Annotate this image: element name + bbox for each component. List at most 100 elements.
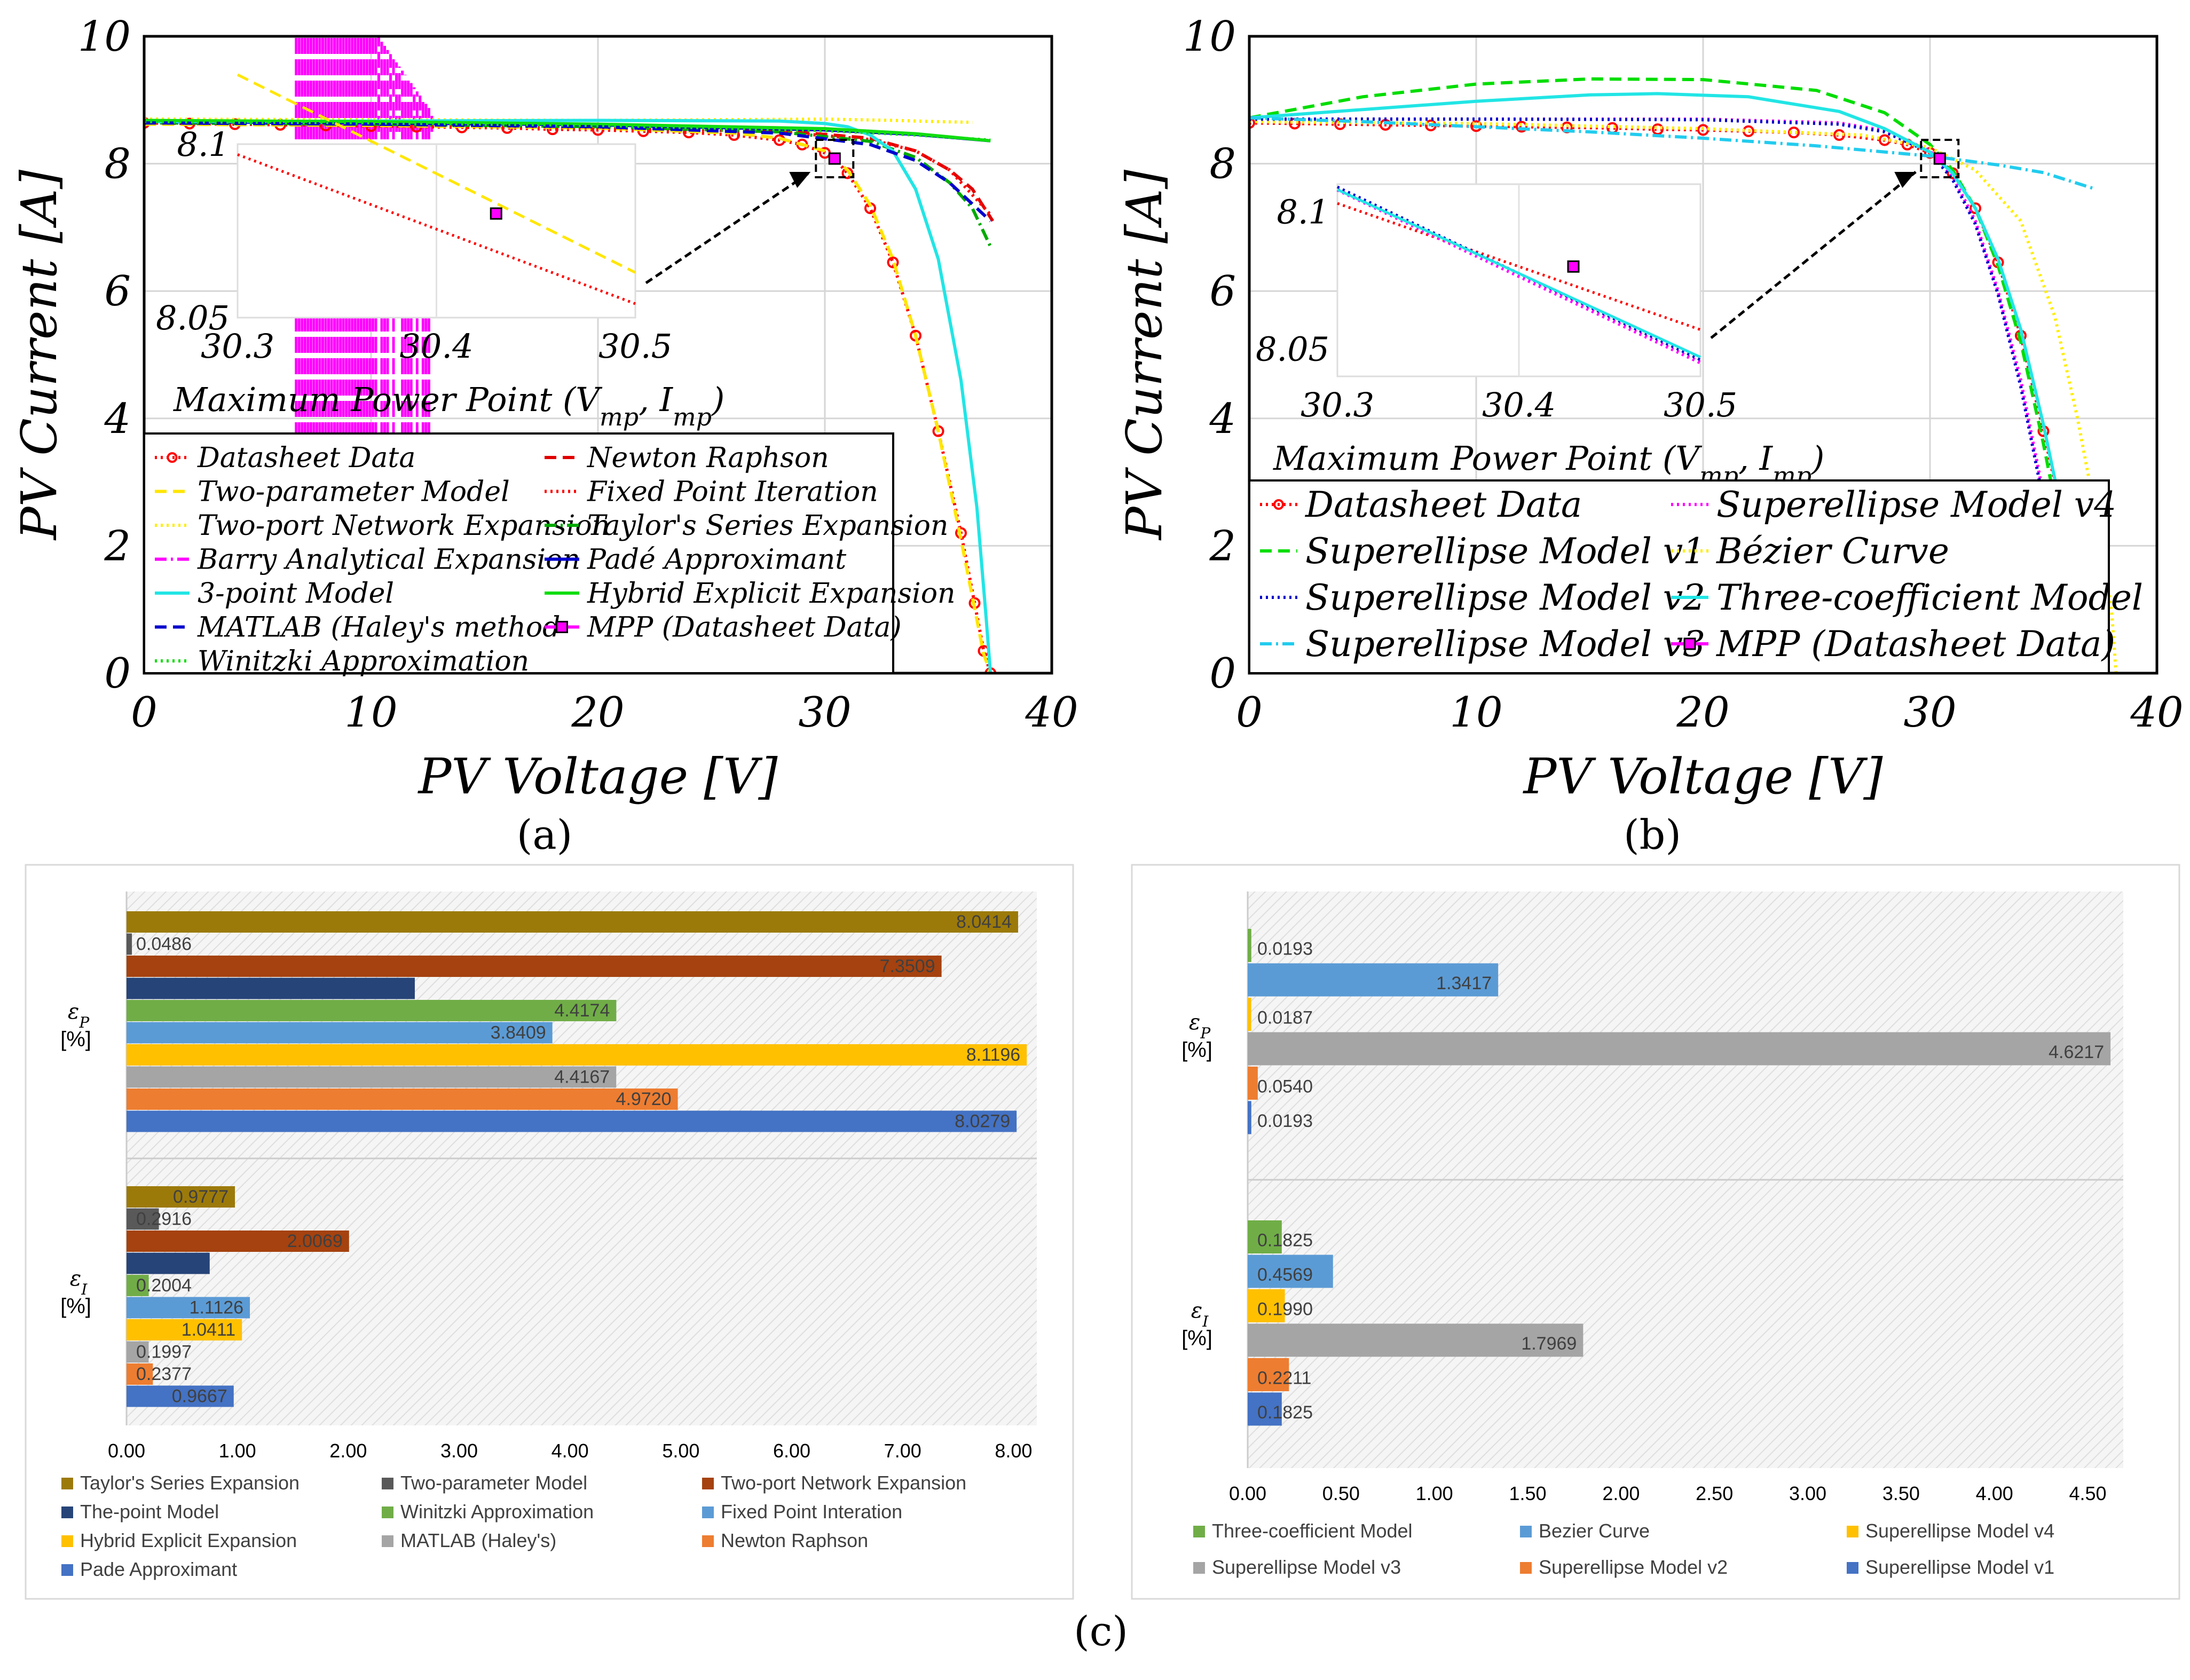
- legend-marker: [1684, 638, 1695, 649]
- y-tick-label: 6: [1209, 267, 1236, 316]
- data-label: 0.2377: [136, 1364, 192, 1384]
- x-tick-label: 10: [1450, 689, 1502, 737]
- group-label-unit: [%]: [1181, 1038, 1212, 1062]
- legend-entry: Fixed Point Iteration: [587, 476, 878, 508]
- data-label: 0.2211: [1257, 1368, 1311, 1388]
- legend-entry: Datasheet Data: [1305, 484, 1582, 525]
- data-label: 0.4569: [1257, 1265, 1313, 1285]
- x-axis-label: PV Voltage [V]: [1522, 748, 1882, 805]
- legend-swatch: [1193, 1526, 1205, 1537]
- bar: [127, 978, 415, 999]
- data-label: 0.9667: [172, 1386, 227, 1407]
- legend-entry: MPP (Datasheet Data): [1716, 624, 2115, 665]
- y-tick-label: 6: [104, 267, 131, 316]
- bar: [127, 956, 942, 977]
- group-symbol: ε: [70, 1266, 81, 1291]
- bar: [127, 1089, 678, 1110]
- y-tick-label: 10: [78, 13, 131, 61]
- legend-entry: Taylor's Series Expansion: [80, 1472, 300, 1494]
- inset-y-tick: 8.05: [1256, 330, 1329, 369]
- legend-entry: Two-port Network Expansion: [721, 1472, 966, 1494]
- x-tick-label: 0: [131, 689, 157, 737]
- bar: [1248, 1067, 1258, 1100]
- inset-mpp-marker: [491, 208, 501, 219]
- x-tick-label: 8.00: [995, 1440, 1032, 1462]
- panel-label-a: (a): [517, 811, 573, 858]
- legend-swatch: [61, 1535, 73, 1547]
- legend-entry: Bezier Curve: [1539, 1520, 1650, 1542]
- legend-entry: Winitzki Approximation: [400, 1501, 594, 1523]
- data-label: 2.0069: [287, 1231, 343, 1251]
- legend-swatch: [1847, 1526, 1858, 1537]
- bar: [127, 1022, 553, 1044]
- legend-entry: Taylor's Series Expansion: [587, 510, 948, 542]
- data-label: 4.6217: [2049, 1042, 2104, 1062]
- data-label: 0.9777: [173, 1187, 229, 1207]
- data-label: 1.1126: [190, 1298, 243, 1318]
- y-axis-label: PV Current [A]: [1116, 170, 1173, 541]
- group-symbol: ε: [1189, 1010, 1200, 1035]
- inset-y-tick: 8.05: [156, 298, 230, 337]
- data-label: 0.0486: [136, 934, 192, 955]
- group-label-unit: [%]: [60, 1028, 91, 1051]
- bar: [1248, 1032, 2110, 1066]
- data-label: 1.3417: [1436, 973, 1492, 993]
- x-tick-label: 0.00: [108, 1440, 145, 1462]
- legend-entry: Hybrid Explicit Expansion: [587, 578, 956, 610]
- x-tick-label: 2.50: [1696, 1482, 1733, 1504]
- y-tick-label: 10: [1183, 13, 1236, 61]
- bar-panel-c-right: 0.00 0.50 1.00 1.50 2.00 2.50 3.00 3.50 4.00 4.50…: [1132, 865, 2179, 1599]
- legend-entry: Pade Approximant: [80, 1558, 237, 1580]
- inset-title-part: Maximum Power Point (V: [173, 380, 603, 419]
- bar: [127, 1044, 1027, 1066]
- legend-swatch: [382, 1507, 393, 1518]
- legend-entry: Bézier Curve: [1716, 531, 1949, 572]
- data-label: 4.4174: [554, 1000, 610, 1021]
- legend-swatch: [702, 1478, 714, 1489]
- x-tick-label: 1.00: [219, 1440, 256, 1462]
- legend-swatch: [61, 1507, 73, 1518]
- legend: Datasheet Data Newton RaphsonTwo-paramete…: [144, 433, 956, 677]
- bar: [1248, 1101, 1251, 1134]
- mpp-marker: [1934, 153, 1945, 164]
- legend-entry: Superellipse Model v1: [1305, 531, 1705, 572]
- legend-entry: Padé Approximant: [587, 544, 846, 576]
- inset-x-tick: 30.4: [399, 327, 473, 366]
- chart-panel-b: 0 10 20 30 400246810PV Voltage [V]PV Current…: [1116, 13, 2184, 805]
- data-label: 0.0187: [1257, 1007, 1313, 1028]
- data-label: 8.0414: [956, 912, 1012, 932]
- data-label: 4.9720: [616, 1089, 672, 1109]
- x-tick-label: 2.00: [1602, 1482, 1640, 1504]
- legend-swatch: [61, 1564, 73, 1576]
- y-tick-label: 2: [104, 522, 131, 570]
- y-axis-label: PV Current [A]: [11, 170, 68, 541]
- y-tick-label: 8: [104, 140, 131, 188]
- legend-entry: MATLAB (Haley's): [400, 1529, 556, 1551]
- legend-swatch: [1520, 1526, 1532, 1537]
- legend-entry: Newton Raphson: [721, 1529, 868, 1551]
- data-label: 0.2004: [136, 1275, 192, 1296]
- legend-marker: [557, 622, 568, 633]
- data-label: 4.4167: [554, 1067, 610, 1087]
- legend-entry: Three-coefficient Model: [1716, 577, 2143, 618]
- inset-y-tick: 8.1: [177, 125, 230, 164]
- y-tick-label: 0: [104, 650, 131, 698]
- x-tick-label: 1.50: [1509, 1482, 1546, 1504]
- data-label: 8.1196: [966, 1045, 1020, 1065]
- chart-panel-a: 0 10 20 30 400246810PV Voltage [V]PV Current…: [11, 13, 1078, 805]
- legend-entry: Barry Analytical Expansion: [197, 544, 580, 576]
- legend-entry: Superellipse Model v4: [1716, 484, 2116, 525]
- legend-entry: The-point Model: [80, 1501, 219, 1523]
- data-label: 0.1997: [136, 1342, 192, 1362]
- x-tick-label: 3.00: [1789, 1482, 1826, 1504]
- mpp-marker: [829, 153, 840, 164]
- inset-x-tick: 30.4: [1482, 385, 1556, 424]
- data-label: 0.1990: [1257, 1299, 1313, 1319]
- inset-title-part: mp: [673, 403, 712, 431]
- group-symbol: ε: [68, 999, 79, 1024]
- x-tick-label: 0.00: [1229, 1482, 1266, 1504]
- data-label: 8.0279: [955, 1111, 1010, 1132]
- data-label: 0.2916: [136, 1209, 192, 1229]
- bar: [127, 911, 1018, 933]
